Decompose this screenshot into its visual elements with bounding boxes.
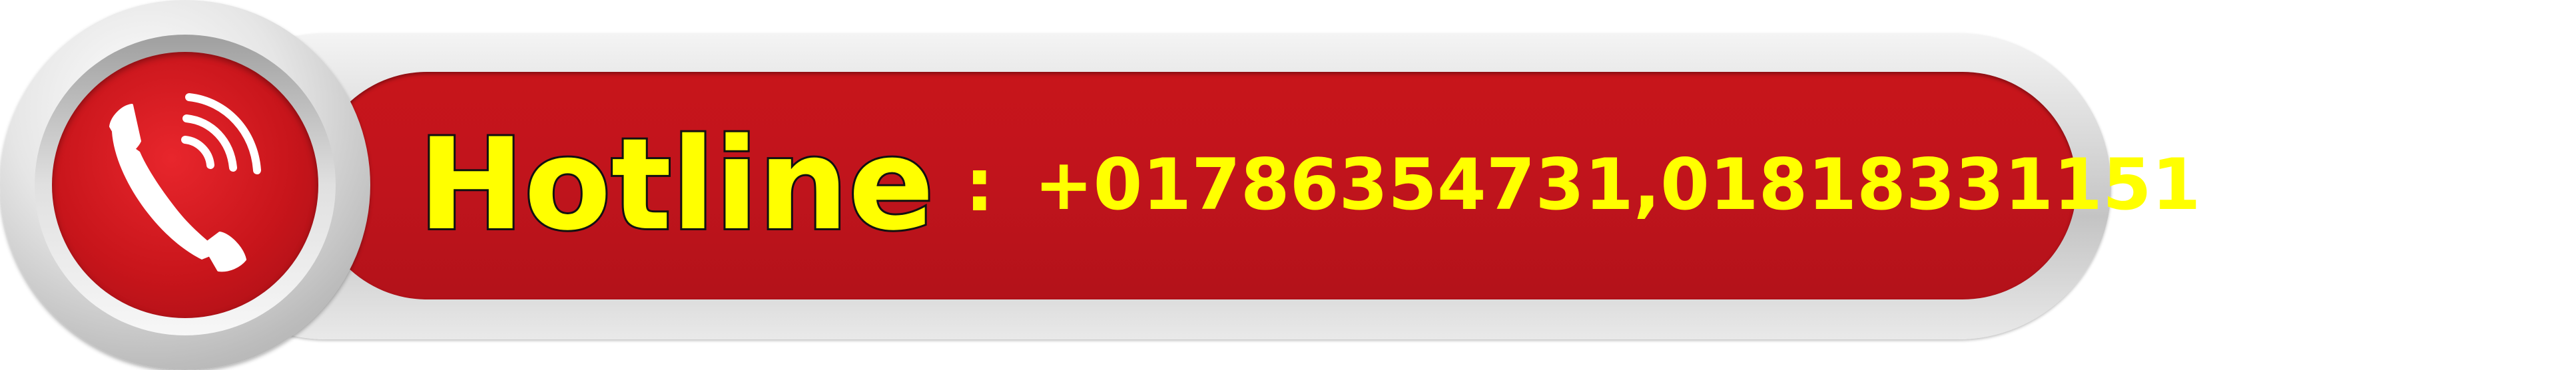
phone-badge	[0, 0, 370, 370]
phone-icon	[109, 93, 261, 272]
phone-badge-core	[52, 52, 318, 318]
hotline-label: Hotline	[416, 111, 936, 258]
hotline-separator: :	[964, 142, 994, 228]
banner-red-bar	[313, 72, 2077, 299]
hotline-text: Hotline : +01786354731,01818331151	[416, 105, 2201, 265]
hotline-phone-numbers[interactable]: +01786354731,01818331151	[1034, 144, 2201, 226]
